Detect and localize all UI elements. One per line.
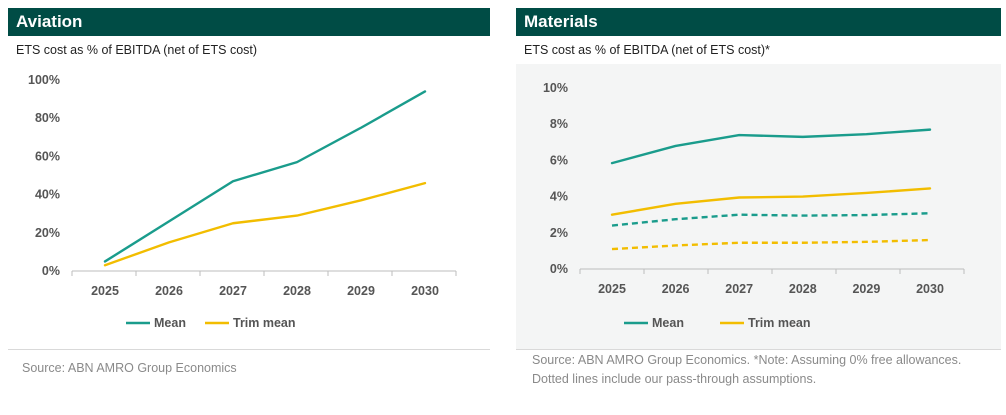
- x-tick-label: 2029: [852, 282, 880, 296]
- plot-background: [516, 64, 1001, 349]
- source-note: Source: ABN AMRO Group Economics. *Note:…: [532, 353, 962, 386]
- materials-panel: Materials ETS cost as % of EBITDA (net o…: [516, 8, 1001, 408]
- x-tick-label: 2027: [219, 284, 247, 298]
- y-tick-label: 20%: [35, 226, 60, 240]
- x-tick-label: 2026: [662, 282, 690, 296]
- legend-label: Mean: [652, 316, 684, 330]
- divider: [516, 349, 1001, 350]
- y-tick-label: 80%: [35, 111, 60, 125]
- y-tick-label: 4%: [550, 190, 568, 204]
- series-line-0: [610, 128, 932, 165]
- aviation-chart-svg: 0% 20% 40% 60% 80% 100% 2025 2026 2027 2028 2029 20…: [28, 73, 457, 330]
- materials-chart: 0% 2% 4% 6% 8% 10% 2025 2026 2027 2028 2029 2030 Mea…: [516, 64, 1001, 349]
- y-tick-label: 100%: [28, 73, 60, 87]
- series-line-0: [103, 90, 427, 263]
- series-line-2: [611, 212, 931, 227]
- x-tick-label: 2025: [91, 284, 119, 298]
- x-tick-label: 2027: [725, 282, 753, 296]
- y-tick-label: 10%: [543, 81, 568, 95]
- materials-chart-svg: 0% 2% 4% 6% 8% 10% 2025 2026 2027 2028 2029 2030 Mea…: [516, 64, 1001, 349]
- series-line-1: [103, 181, 427, 267]
- x-tick-label: 2029: [347, 284, 375, 298]
- x-tick-label: 2028: [283, 284, 311, 298]
- panel-title: Materials: [516, 8, 1001, 36]
- panel-title: Aviation: [8, 8, 490, 36]
- x-tick-label: 2030: [411, 284, 439, 298]
- y-tick-label: 0%: [550, 262, 568, 276]
- aviation-panel: Aviation ETS cost as % of EBITDA (net of…: [8, 8, 490, 408]
- x-tick-label: 2028: [789, 282, 817, 296]
- x-tick-label: 2026: [155, 284, 183, 298]
- y-tick-label: 40%: [35, 188, 60, 202]
- y-tick-label: 8%: [550, 117, 568, 131]
- divider: [8, 349, 490, 350]
- y-tick-label: 2%: [550, 226, 568, 240]
- legend-label: Trim mean: [233, 316, 296, 330]
- source-note: Source: ABN AMRO Group Economics: [22, 361, 237, 375]
- series-line-3: [611, 238, 931, 251]
- chart-subtitle: ETS cost as % of EBITDA (net of ETS cost…: [16, 43, 258, 57]
- x-tick-label: 2025: [598, 282, 626, 296]
- y-tick-label: 6%: [550, 153, 568, 167]
- legend-label: Mean: [154, 316, 186, 330]
- legend-label: Trim mean: [748, 316, 811, 330]
- chart-subtitle: ETS cost as % of EBITDA (net of ETS cost…: [524, 43, 770, 57]
- y-tick-label: 0%: [42, 264, 60, 278]
- y-tick-label: 60%: [35, 149, 60, 163]
- aviation-chart: 0% 20% 40% 60% 80% 100% 2025 2026 2027 2028 2029 20…: [8, 64, 490, 349]
- x-tick-label: 2030: [916, 282, 944, 296]
- series-line-1: [610, 187, 932, 216]
